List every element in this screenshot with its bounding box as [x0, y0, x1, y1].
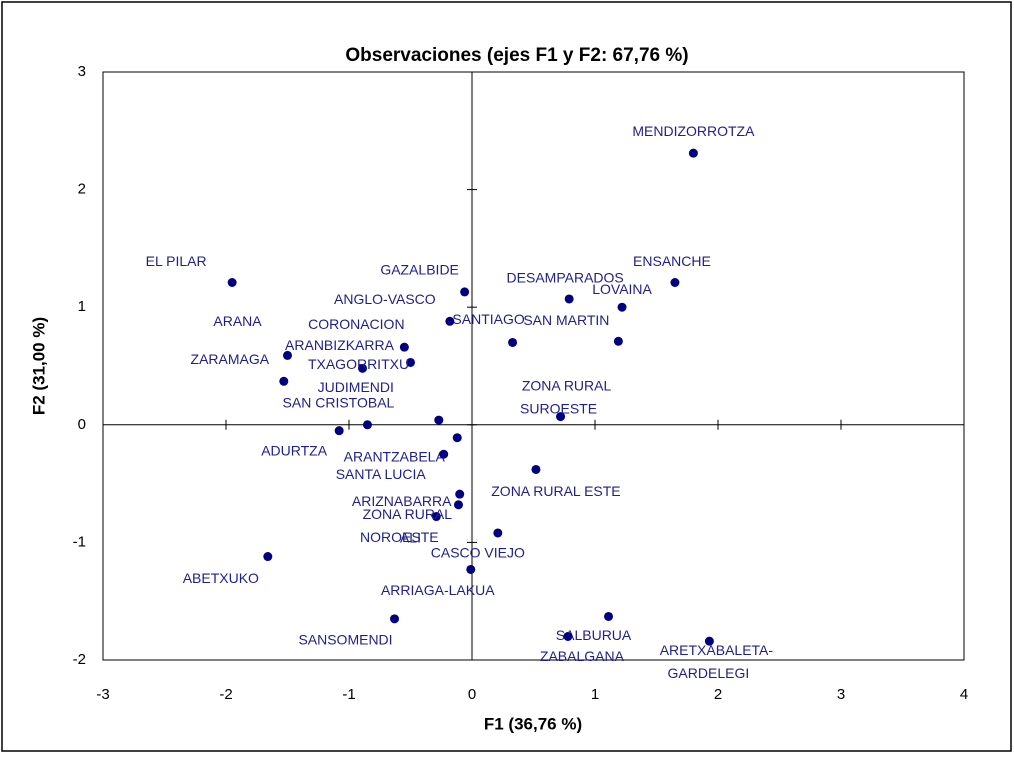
point: [670, 278, 680, 288]
point-label: TXAGORRITXU: [308, 356, 409, 372]
point: [279, 376, 289, 386]
point: [704, 636, 714, 646]
point: [452, 433, 462, 443]
point-label: LOVAINA: [592, 281, 652, 297]
point-label: CASCO VIEJO: [431, 545, 525, 561]
point-label: GAZALBIDE: [380, 262, 459, 278]
point-label: ARRIAGA-LAKUA: [381, 582, 495, 598]
point: [455, 489, 465, 499]
plot-area: [102, 71, 965, 661]
point-label: EL PILAR: [146, 253, 207, 269]
x-tick-label: 3: [837, 686, 845, 703]
point: [406, 357, 415, 367]
point-label: NOROESTE: [360, 529, 439, 545]
y-tick-label: 3: [78, 63, 86, 80]
point: [604, 611, 614, 621]
x-tick-label: -2: [219, 686, 232, 703]
y-tick-label: -2: [73, 651, 86, 668]
point-label: ANGLO-VASCO: [334, 291, 436, 307]
point-label: GARDELEGI: [668, 665, 750, 681]
point-label: ENSANCHE: [633, 253, 711, 269]
point-label: ARIZNABARRA: [352, 493, 452, 509]
point: [263, 552, 273, 562]
x-tick-label: 2: [714, 686, 722, 703]
point: [358, 363, 368, 373]
y-tick-label: 1: [78, 298, 86, 315]
point: [362, 420, 372, 430]
x-axis-label: F1 (36,76 %): [484, 714, 582, 733]
point: [453, 500, 463, 510]
x-tick-label: 4: [960, 686, 968, 703]
point-label: ZONA RURAL ESTE: [491, 483, 620, 499]
point-label: SUROESTE: [520, 400, 597, 416]
point: [445, 316, 455, 326]
point: [531, 464, 541, 474]
point: [439, 449, 449, 459]
point-label: SAN CRISTOBAL: [283, 395, 395, 411]
point-label: JUDIMENDI: [318, 379, 394, 395]
point: [399, 342, 409, 352]
point: [460, 287, 470, 297]
point: [564, 294, 574, 304]
x-tick-label: -1: [342, 686, 355, 703]
point-label: ZARAMAGA: [191, 351, 270, 367]
point: [556, 412, 566, 422]
point: [466, 564, 476, 574]
point-label: ARANBIZKARRA: [285, 337, 395, 353]
point: [431, 512, 441, 522]
y-tick-label: 2: [78, 181, 86, 198]
point-label: SALBURUA: [556, 627, 632, 643]
point-label: ZONA RURAL: [363, 506, 453, 522]
y-axis-label: F2 (31,00 %): [29, 317, 48, 415]
point-label: ARANA: [213, 313, 262, 329]
point: [613, 336, 623, 346]
point-label: SANSOMENDI: [298, 632, 392, 648]
point-label: ALI: [400, 529, 421, 545]
point-label: SANTIAGO: [452, 311, 524, 327]
point-label: ARETXABALETA-: [660, 642, 774, 658]
point: [390, 614, 400, 624]
y-tick-label: 0: [78, 416, 86, 433]
point-label: MENDIZORROTZA: [632, 123, 755, 139]
point-label: ZONA RURAL: [522, 377, 612, 393]
point: [434, 415, 444, 425]
point-label: ADURTZA: [261, 442, 328, 458]
point: [334, 426, 344, 436]
point: [688, 148, 698, 158]
y-tick-label: -1: [73, 533, 86, 550]
x-tick-label: 0: [468, 686, 476, 703]
point: [227, 278, 237, 288]
point-label: ARANTZABELA: [344, 448, 446, 464]
point-label: ZABALGANA: [540, 648, 625, 664]
point-label: DESAMPARADOS: [507, 270, 624, 286]
x-tick-label: 1: [591, 686, 599, 703]
x-tick-label: -3: [96, 686, 109, 703]
point-label: SAN MARTIN: [523, 312, 609, 328]
point-label: ABETXUKO: [183, 570, 259, 586]
point: [283, 350, 292, 360]
point: [617, 302, 627, 312]
point: [493, 528, 503, 538]
point-label: CORONACION: [308, 316, 404, 332]
chart-title: Observaciones (ejes F1 y F2: 67,76 %): [345, 45, 688, 66]
point: [563, 631, 573, 641]
point-label: SANTA LUCIA: [336, 466, 427, 482]
point: [508, 337, 518, 347]
